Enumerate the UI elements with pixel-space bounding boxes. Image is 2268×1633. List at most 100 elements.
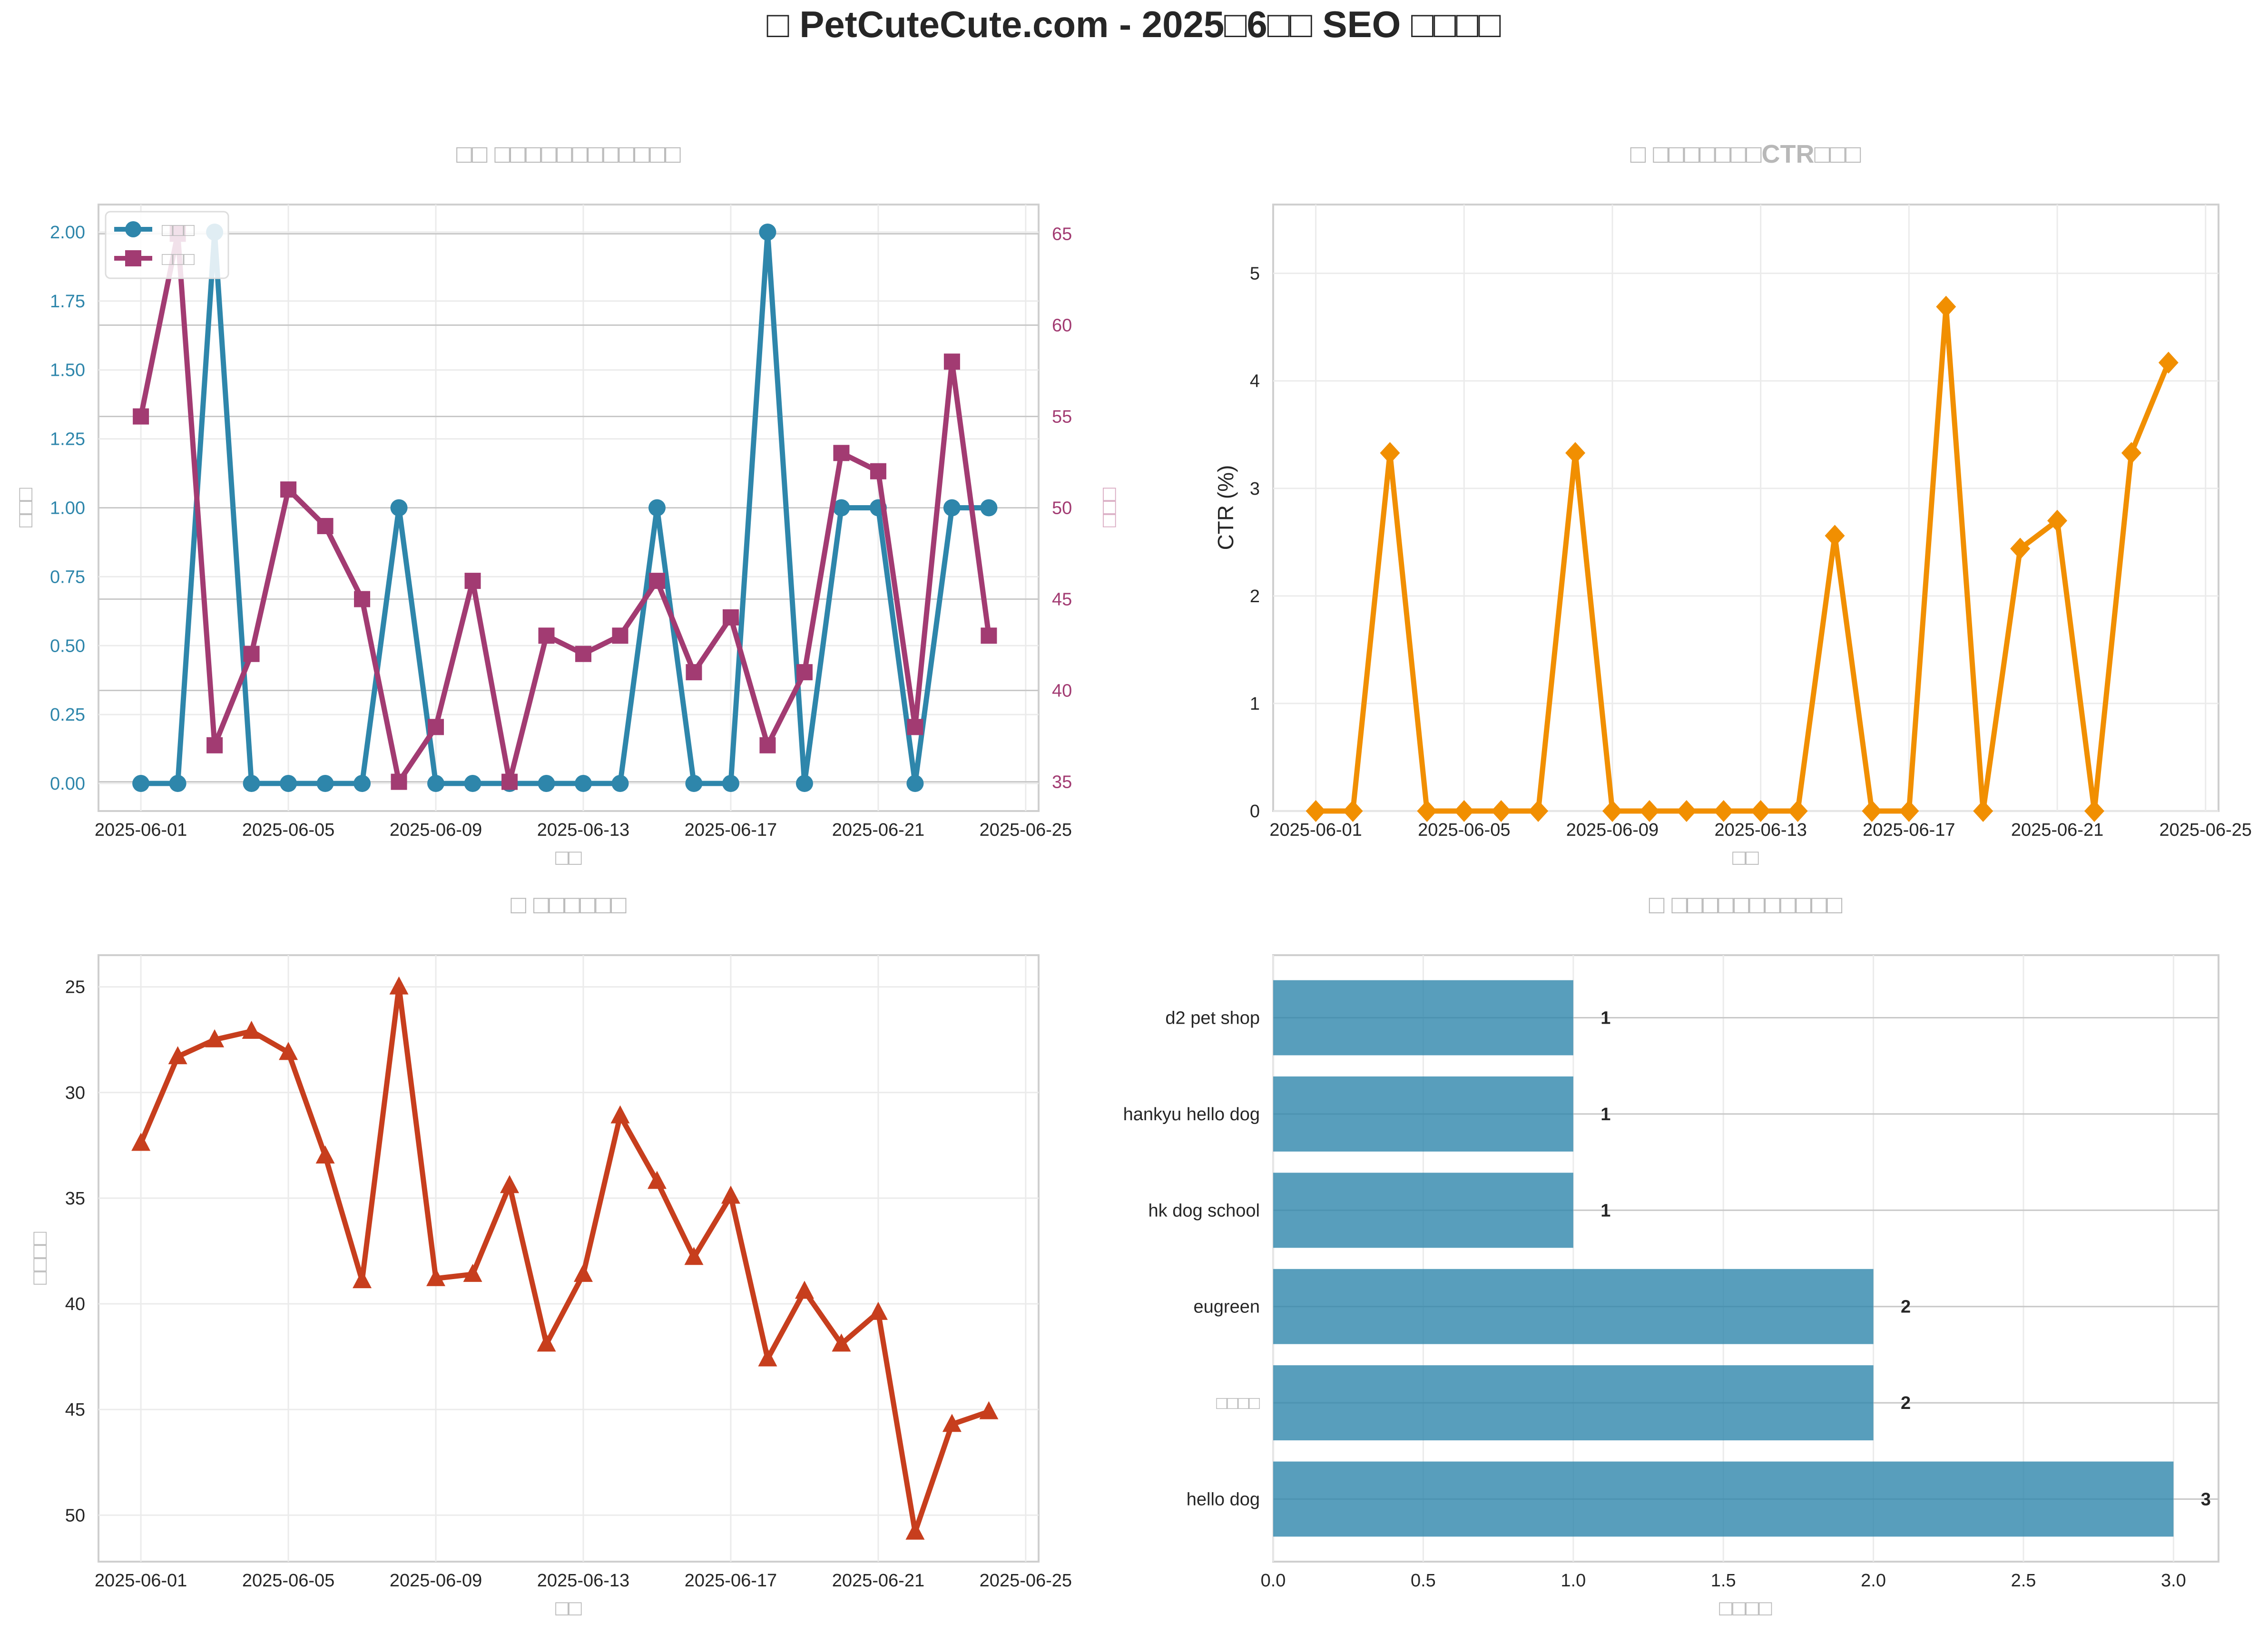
plot-area bbox=[98, 954, 1040, 1563]
data-point bbox=[1936, 295, 1956, 318]
x-tick-label: 2025-06-21 bbox=[832, 820, 924, 840]
x-tick-label: 2025-06-13 bbox=[537, 820, 629, 840]
bar bbox=[1273, 1173, 1573, 1248]
bar-value-label: 1 bbox=[1600, 1201, 1610, 1221]
data-point bbox=[1899, 800, 1919, 822]
data-point bbox=[315, 1145, 335, 1164]
data-point bbox=[279, 1042, 298, 1060]
data-point bbox=[501, 773, 518, 790]
data-point bbox=[721, 1185, 740, 1204]
y-tick-labels: 0.00 0.25 0.50 0.75 1.00 1.25 1.50 1.75 2.00 bbox=[50, 223, 85, 794]
y-tick-label: □□□□ bbox=[1216, 1393, 1260, 1413]
data-point bbox=[833, 445, 850, 461]
data-point bbox=[280, 775, 297, 792]
data-point bbox=[538, 775, 555, 792]
y2-tick-label: 50 bbox=[1052, 499, 1072, 518]
data-point bbox=[243, 775, 260, 792]
y-tick-label: 0.00 bbox=[50, 774, 85, 794]
y2-tick-label: 40 bbox=[1052, 681, 1072, 701]
data-point bbox=[205, 1029, 225, 1047]
x-tick-labels: 2025-06-01 2025-06-05 2025-06-09 2025-06-13… bbox=[1269, 820, 2252, 840]
y-tick-labels: 0 1 2 3 4 5 bbox=[1250, 264, 1260, 821]
plot-area bbox=[1272, 204, 2219, 812]
data-point bbox=[943, 499, 961, 517]
data-point bbox=[1750, 800, 1771, 822]
x-tick-label: 2.5 bbox=[2011, 1571, 2036, 1591]
y-tick-label: 0.25 bbox=[50, 705, 85, 725]
panel-title: □ □□□□□□□CTR□□□ bbox=[1630, 140, 1861, 168]
y-tick-label: eugreen bbox=[1194, 1297, 1260, 1317]
x-tick-label: 2025-06-25 bbox=[980, 1571, 1072, 1591]
data-point bbox=[1528, 800, 1549, 822]
data-point bbox=[537, 1333, 556, 1352]
data-point bbox=[168, 1046, 187, 1065]
data-point bbox=[243, 645, 260, 662]
data-point bbox=[1676, 800, 1697, 822]
data-point bbox=[500, 1175, 520, 1193]
data-point bbox=[758, 1348, 777, 1367]
legend-clicks-marker bbox=[125, 221, 141, 237]
x-tick-label: 2025-06-01 bbox=[95, 1571, 187, 1591]
data-point bbox=[133, 408, 149, 425]
data-point bbox=[905, 1521, 925, 1540]
data-point bbox=[1454, 800, 1474, 822]
legend-clicks-label: □□□ bbox=[162, 220, 195, 240]
data-point bbox=[832, 1333, 851, 1352]
data-point bbox=[391, 773, 407, 790]
x-tick-label: 2025-06-17 bbox=[685, 1571, 777, 1591]
data-point bbox=[685, 775, 703, 792]
x-tick-label: 2025-06-09 bbox=[390, 1571, 482, 1591]
data-point bbox=[1862, 800, 1882, 822]
x-tick-label: 2025-06-17 bbox=[685, 820, 777, 840]
y-tick-labels: d2 pet shop hankyu hello dog hk dog school… bbox=[1123, 1008, 1260, 1510]
bar bbox=[1273, 1076, 1573, 1152]
data-point bbox=[1491, 800, 1512, 822]
x-tick-label: 2025-06-25 bbox=[2160, 820, 2252, 840]
panel-title: □ □□□□□□□□□□□ bbox=[1649, 890, 1843, 919]
bar bbox=[1273, 1461, 2174, 1537]
data-point bbox=[353, 775, 371, 792]
data-point bbox=[980, 499, 998, 517]
y-axis-label: □□□ bbox=[12, 488, 37, 528]
data-point bbox=[942, 1414, 962, 1432]
data-point bbox=[2084, 800, 2104, 822]
x-tick-label: 2025-06-09 bbox=[1566, 820, 1659, 840]
data-point bbox=[722, 775, 739, 792]
data-point bbox=[131, 1133, 151, 1151]
legend-impressions-marker bbox=[125, 250, 141, 266]
data-point bbox=[390, 499, 408, 517]
data-point bbox=[979, 1401, 999, 1419]
data-point bbox=[242, 1020, 261, 1039]
x-tick-labels: 2025-06-01 2025-06-05 2025-06-09 2025-06-13… bbox=[95, 1571, 1072, 1591]
x-tick-label: 2025-06-01 bbox=[1269, 820, 1362, 840]
data-point bbox=[1343, 800, 1363, 822]
data-point bbox=[1602, 800, 1622, 822]
y-tick-label: 35 bbox=[65, 1189, 85, 1209]
x-tick-label: 2025-06-13 bbox=[537, 1571, 629, 1591]
x-tick-label: 3.0 bbox=[2161, 1571, 2186, 1591]
legend-impressions-label: □□□ bbox=[162, 249, 195, 269]
data-point bbox=[610, 1105, 630, 1124]
data-point bbox=[428, 719, 444, 735]
data-point bbox=[648, 499, 666, 517]
data-point bbox=[833, 499, 850, 517]
x-tick-label: 2.0 bbox=[1861, 1571, 1886, 1591]
y-tick-label: hankyu hello dog bbox=[1123, 1105, 1260, 1125]
y-tick-label: 45 bbox=[65, 1400, 85, 1420]
data-point bbox=[759, 223, 776, 241]
series-line bbox=[138, 984, 990, 1535]
y-tick-label: 0.50 bbox=[50, 636, 85, 656]
y-tick-label: 2 bbox=[1250, 587, 1260, 606]
bar-value-label: 2 bbox=[1901, 1297, 1911, 1317]
y-tick-label: 0.75 bbox=[50, 567, 85, 587]
data-point bbox=[943, 353, 960, 370]
bar-value-label: 1 bbox=[1600, 1008, 1610, 1028]
x-axis-label: □□ bbox=[555, 845, 582, 870]
x-tick-label: 2025-06-09 bbox=[390, 820, 482, 840]
x-tick-label: 1.0 bbox=[1561, 1571, 1586, 1591]
x-axis-label: □□ bbox=[555, 1595, 582, 1620]
x-tick-label: 2025-06-21 bbox=[2011, 820, 2103, 840]
data-point bbox=[463, 1263, 482, 1282]
y-tick-label: hello dog bbox=[1187, 1489, 1260, 1509]
